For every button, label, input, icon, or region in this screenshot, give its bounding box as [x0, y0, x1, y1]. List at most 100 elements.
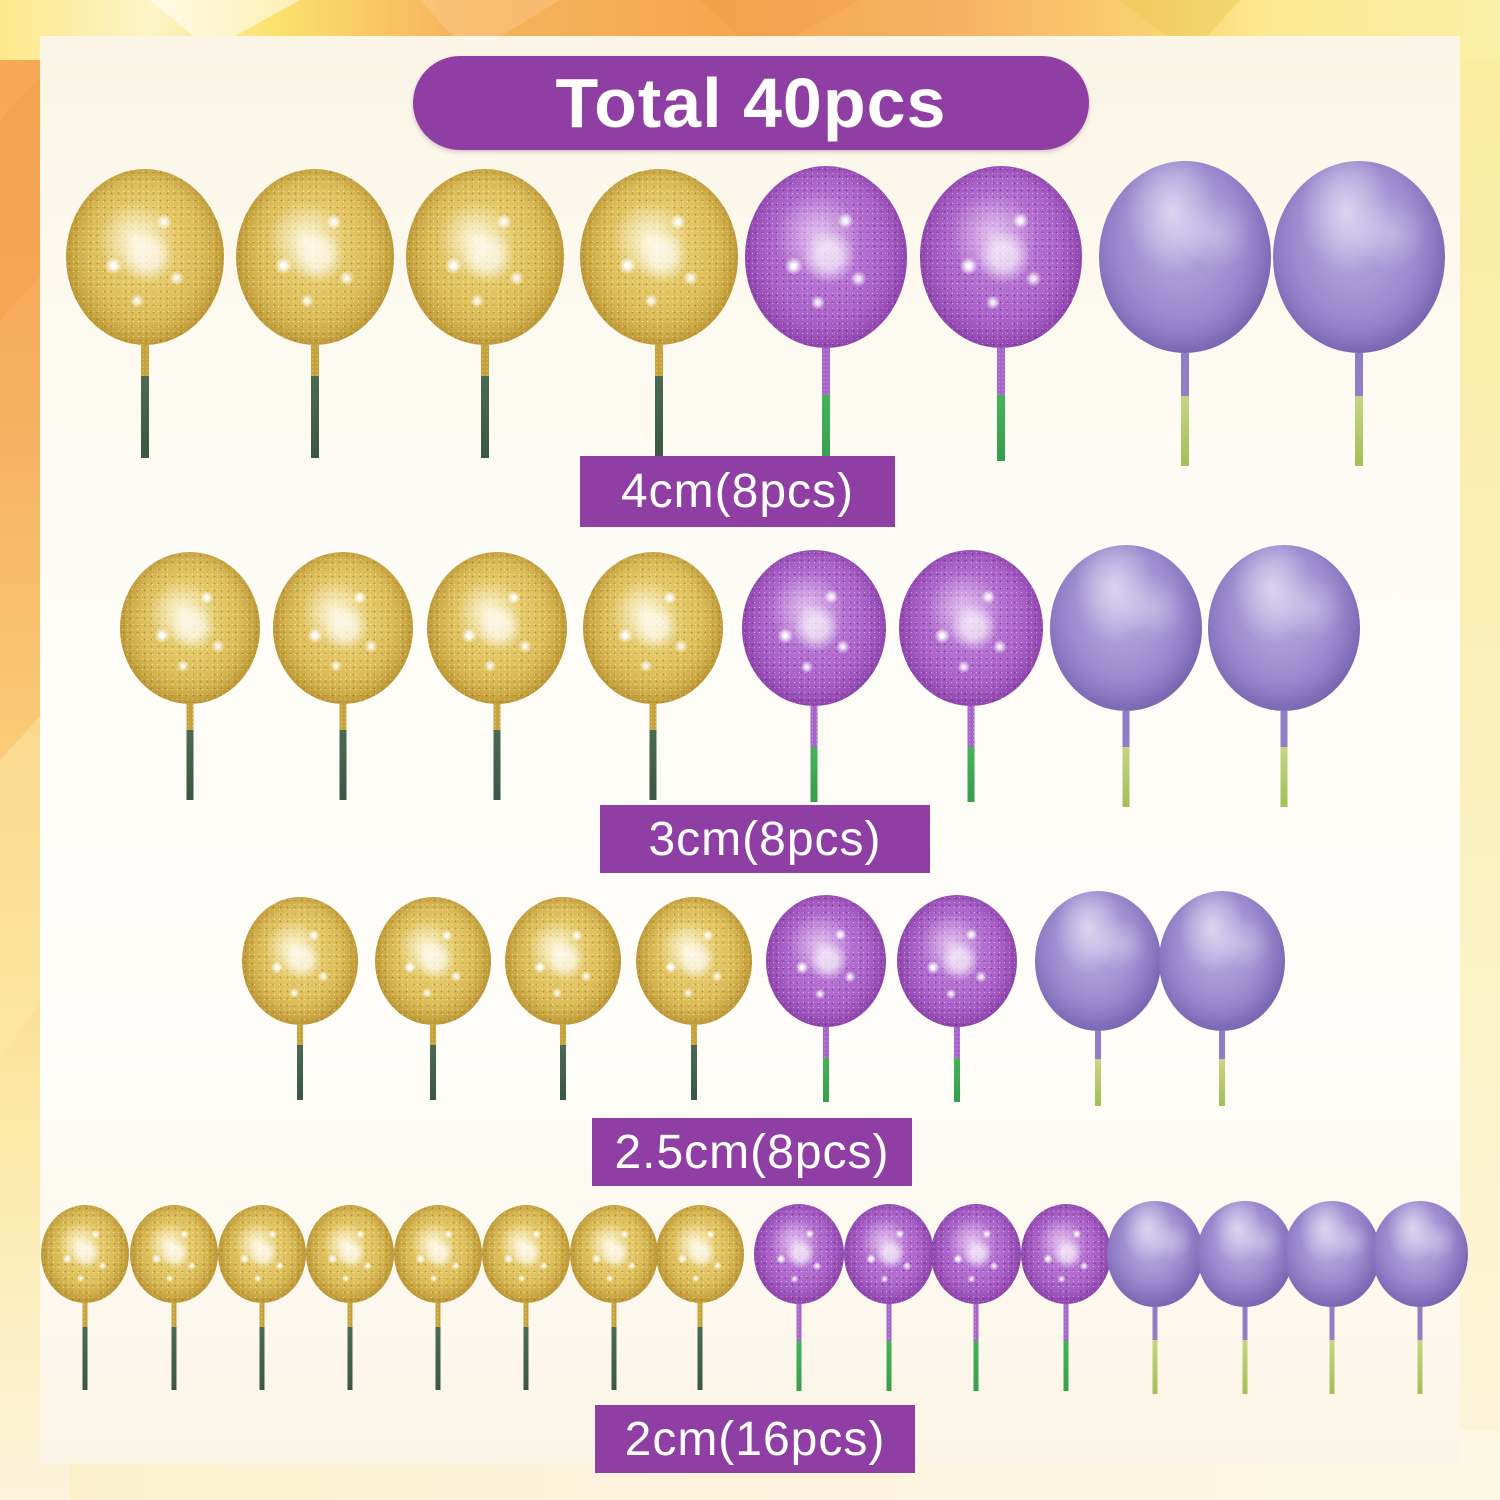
- stem-main: [611, 1326, 617, 1390]
- stem-main: [347, 1326, 353, 1390]
- purple-glitter-ball: [898, 549, 1044, 707]
- stem-main: [297, 1045, 303, 1100]
- stem-cap: [810, 706, 818, 747]
- gold-ball: [66, 169, 224, 345]
- stem-cap: [611, 1303, 617, 1327]
- size-label-3cm: 3cm(8pcs): [600, 805, 930, 873]
- stem-cap: [493, 704, 501, 730]
- stem-main: [973, 1340, 979, 1392]
- purple-glitter-ball-pick: [744, 166, 908, 461]
- stem-cap: [430, 1025, 436, 1046]
- stem-main: [1094, 1059, 1101, 1106]
- purple-matte-ball: [1197, 1200, 1293, 1308]
- stem-cap: [691, 1025, 697, 1046]
- purple-glitter-ball-pick: [843, 1203, 935, 1392]
- gold-ball-pick: [66, 169, 224, 458]
- stem-main: [1180, 395, 1189, 466]
- stem: [186, 704, 194, 800]
- stem: [259, 1303, 265, 1390]
- stem-main: [560, 1045, 566, 1100]
- purple-glitter-ball-pick: [930, 1203, 1022, 1392]
- stem-cap: [954, 1026, 961, 1059]
- stem: [954, 1026, 961, 1102]
- stem-cap: [796, 1304, 802, 1341]
- stem: [435, 1303, 441, 1390]
- stem: [973, 1304, 979, 1392]
- gold-ball-pick: [656, 1205, 744, 1390]
- gold-ball: [306, 1205, 394, 1303]
- stem-main: [259, 1326, 265, 1390]
- stem-cap: [1417, 1307, 1423, 1341]
- stem-cap: [1218, 1030, 1225, 1060]
- stem-cap: [886, 1304, 892, 1341]
- stem: [1280, 710, 1288, 807]
- stem: [1122, 710, 1130, 807]
- stem: [1180, 352, 1189, 466]
- gold-ball-pick: [236, 169, 394, 458]
- purple-glitter-ball-pick: [898, 549, 1044, 803]
- stem-main: [1329, 1340, 1335, 1395]
- purple-glitter-ball: [897, 895, 1017, 1027]
- stem-cap: [297, 1025, 303, 1046]
- stem: [339, 704, 347, 800]
- stem-cap: [435, 1303, 441, 1327]
- gold-ball-pick: [580, 169, 738, 458]
- gold-ball: [242, 897, 358, 1025]
- purple-matte-ball-pick: [1197, 1200, 1293, 1395]
- gold-ball: [505, 897, 621, 1025]
- gold-ball-pick: [636, 897, 752, 1100]
- gold-ball-pick: [242, 897, 358, 1100]
- gold-ball: [218, 1205, 306, 1303]
- stem-cap: [481, 345, 489, 376]
- stem: [1218, 1030, 1225, 1106]
- purple-matte-ball: [1207, 545, 1361, 711]
- purple-matte-ball-pick: [1098, 161, 1272, 466]
- gold-ball: [636, 897, 752, 1025]
- gold-ball: [583, 552, 723, 704]
- stem: [823, 1026, 830, 1102]
- stem-cap: [1094, 1030, 1101, 1060]
- gold-ball-pick: [218, 1205, 306, 1390]
- gold-ball: [406, 169, 564, 345]
- size-label-4cm: 4cm(8pcs): [580, 456, 895, 527]
- stem-cap: [1063, 1304, 1069, 1341]
- stem: [1063, 1304, 1069, 1392]
- stem-main: [821, 395, 830, 461]
- stem-main: [649, 729, 657, 800]
- stem: [311, 345, 319, 458]
- size-label-2_5cm: 2.5cm(8pcs): [592, 1118, 912, 1186]
- stem-cap: [1242, 1307, 1248, 1341]
- stem-cap: [697, 1303, 703, 1327]
- stem-main: [523, 1326, 529, 1390]
- stem-cap: [967, 706, 975, 747]
- stem-cap: [311, 345, 319, 376]
- stem-cap: [339, 704, 347, 730]
- stem: [691, 1025, 697, 1100]
- purple-glitter-ball: [741, 549, 887, 707]
- stem-cap: [821, 347, 830, 396]
- stem-main: [186, 729, 194, 800]
- purple-matte-ball-pick: [1207, 545, 1361, 807]
- purple-glitter-ball: [843, 1203, 935, 1305]
- purple-glitter-ball-pick: [919, 166, 1083, 461]
- stem-main: [996, 395, 1005, 461]
- purple-matte-ball: [1098, 161, 1272, 353]
- stem-main: [435, 1326, 441, 1390]
- stem-cap: [1122, 710, 1130, 748]
- stem-cap: [655, 345, 663, 376]
- stem-cap: [186, 704, 194, 730]
- stem-main: [1417, 1340, 1423, 1395]
- gold-ball: [273, 552, 413, 704]
- stem-main: [810, 746, 818, 803]
- stem: [82, 1303, 88, 1390]
- stem-main: [1354, 395, 1363, 466]
- gold-ball-pick: [427, 552, 567, 800]
- stem-main: [1218, 1059, 1225, 1106]
- stem-main: [1152, 1340, 1158, 1395]
- stem-cap: [996, 347, 1005, 396]
- stem-main: [655, 375, 663, 458]
- purple-matte-ball-pick: [1158, 891, 1286, 1106]
- stem: [996, 347, 1005, 461]
- stem-main: [954, 1058, 961, 1102]
- stem: [810, 706, 818, 803]
